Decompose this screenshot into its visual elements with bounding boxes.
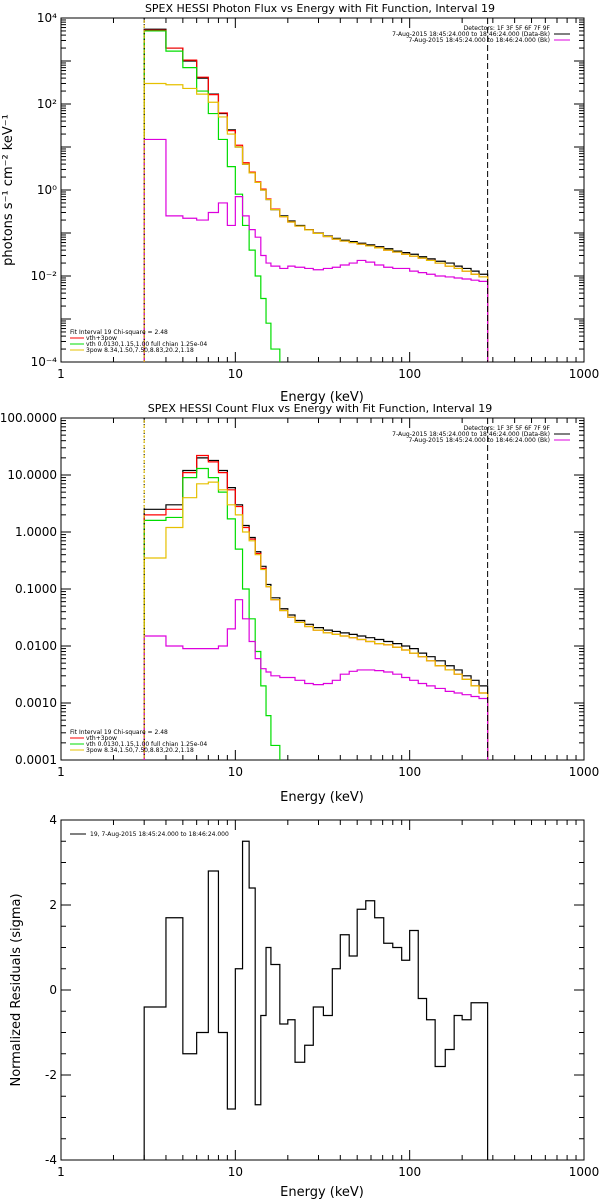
residual-xtick-label: 1: [57, 1165, 65, 1179]
count-ytick-label: 100.0000: [0, 411, 57, 425]
count-series-group: [143, 454, 489, 760]
residual-ytick-label: -2: [45, 1068, 57, 1082]
count-series-3pow: [143, 481, 489, 760]
residual-plot: 1 10 100 1000 -4 -2 0 2 4 19, 7-Aug-2015 18:45:24…: [45, 813, 599, 1179]
residual-ytick-label: -4: [45, 1153, 57, 1167]
count-right-legend-text: 7-Aug-2015 18:45:24.000 to 18:46:24.000 …: [408, 437, 550, 444]
photon-xlabel: Energy (keV): [280, 390, 364, 405]
residual-xtick-label: 10: [228, 1165, 243, 1179]
photon-right-legend-text: 7-Aug-2015 18:45:24.000 to 18:46:24.000 …: [408, 37, 550, 44]
residual-ytick-label: 2: [49, 898, 57, 912]
photon-ytick-label: 10⁰: [37, 183, 57, 197]
photon-series-bk: [143, 138, 489, 362]
photon-right-legend-text: Detectors: 1F 3F 5F 6F 7F 9F: [464, 25, 551, 32]
photon-series-3pow: [143, 82, 489, 362]
count-left-legend: Fit Interval 19 Chi-square = 2.48vth+3po…: [70, 729, 207, 754]
count-series-bk: [143, 599, 489, 760]
count-right-legend-text: 7-Aug-2015 18:45:24.000 to 18:46:24.000 …: [392, 431, 550, 438]
residual-xlabel: Energy (keV): [280, 1185, 364, 1200]
photon-panel: SPEX HESSI Photon Flux vs Energy with Fi…: [1, 2, 495, 405]
count-left-legend-text: vth 0.0130,1.15,1.00 full chian 1.25e-04: [86, 741, 207, 748]
residual-legend-group: 19, 7-Aug-2015 18:45:24.000 to 18:46:24.…: [70, 831, 229, 838]
count-ytick-label: 1.0000: [15, 525, 57, 539]
residual-xtick-label: 1000: [569, 1165, 600, 1179]
photon-plot: 1 10 100 1000 10⁻⁴ 10⁻² 10⁰ 10² 10⁴ Detectors: 1F…: [31, 11, 600, 381]
residual-legend-text: 19, 7-Aug-2015 18:45:24.000 to 18:46:24.…: [90, 831, 229, 838]
photon-xtick-label: 1000: [569, 367, 600, 381]
count-panel: SPEX HESSI Count Flux vs Energy with Fit…: [148, 402, 492, 805]
count-series-vth: [143, 467, 281, 760]
residual-ytick-label: 4: [49, 813, 57, 827]
count-xtick-label: 10: [228, 765, 243, 779]
photon-title: SPEX HESSI Photon Flux vs Energy with Fi…: [145, 2, 495, 15]
residual-ytick-label: 0: [49, 983, 57, 997]
photon-xtick-label: 10: [228, 367, 243, 381]
residual-series-group: [143, 840, 489, 1160]
photon-left-legend: Fit Interval 19 Chi-square = 2.48vth+3po…: [70, 329, 207, 354]
residual-ylabel: Normalized Residuals (sigma): [9, 893, 24, 1086]
count-left-legend-text: 3pow 8.34,1.50,7.50,8.83,20.2,1.18: [86, 747, 194, 754]
photon-ytick-label: 10²: [37, 97, 57, 111]
count-ytick-label: 0.0010: [15, 696, 57, 710]
photon-xtick-label: 100: [398, 367, 421, 381]
count-left-legend-text: vth+3pow: [86, 735, 117, 742]
photon-xtick-label: 1: [57, 367, 65, 381]
photon-ytick-label: 10⁴: [37, 11, 57, 25]
photon-left-legend-text: vth+3pow: [86, 335, 117, 342]
photon-right-legend-text: 7-Aug-2015 18:45:24.000 to 18:46:24.000 …: [392, 31, 550, 38]
count-xlabel: Energy (keV): [280, 790, 364, 805]
count-ytick-label: 0.1000: [15, 582, 57, 596]
count-xtick-label: 1: [57, 765, 65, 779]
photon-left-legend-text: 3pow 8.34,1.50,7.50,8.83,20.2,1.18: [86, 347, 194, 354]
count-right-legend: Detectors: 1F 3F 5F 6F 7F 9F7-Aug-2015 1…: [392, 425, 570, 444]
count-right-legend-text: Detectors: 1F 3F 5F 6F 7F 9F: [464, 425, 551, 432]
count-xtick-label: 100: [398, 765, 421, 779]
count-xtick-label: 1000: [569, 765, 600, 779]
photon-left-legend-text: vth 0.0130,1.15,1.00 full chian 1.25e-04: [86, 341, 207, 348]
photon-series-vth: [143, 30, 281, 362]
residual-panel: Energy (keV) Normalized Residuals (sigma…: [9, 893, 364, 1200]
photon-ytick-label: 10⁻⁴: [31, 355, 58, 369]
photon-left-legend-text: Fit Interval 19 Chi-square = 2.48: [70, 329, 168, 336]
photon-right-legend: Detectors: 1F 3F 5F 6F 7F 9F7-Aug-2015 1…: [392, 25, 570, 44]
count-ytick-label: 10.0000: [7, 468, 57, 482]
residual-xtick-label: 100: [398, 1165, 421, 1179]
photon-ytick-label: 10⁻²: [31, 269, 58, 283]
photon-ylabel: photons s⁻¹ cm⁻² keV⁻¹: [1, 114, 16, 266]
count-plot: 1 10 100 1000 0.0001 0.0010 0.0100 0.1000 1.0000…: [0, 411, 599, 779]
count-ytick-label: 0.0100: [15, 639, 57, 653]
count-left-legend-text: Fit Interval 19 Chi-square = 2.48: [70, 729, 168, 736]
count-ytick-label: 0.0001: [15, 753, 57, 767]
count-title: SPEX HESSI Count Flux vs Energy with Fit…: [148, 402, 492, 415]
photon-series-group: [143, 28, 489, 362]
residual-series-19-7-aug-2015-18-45-24-000-to-18-46-24-000: [143, 840, 489, 1160]
